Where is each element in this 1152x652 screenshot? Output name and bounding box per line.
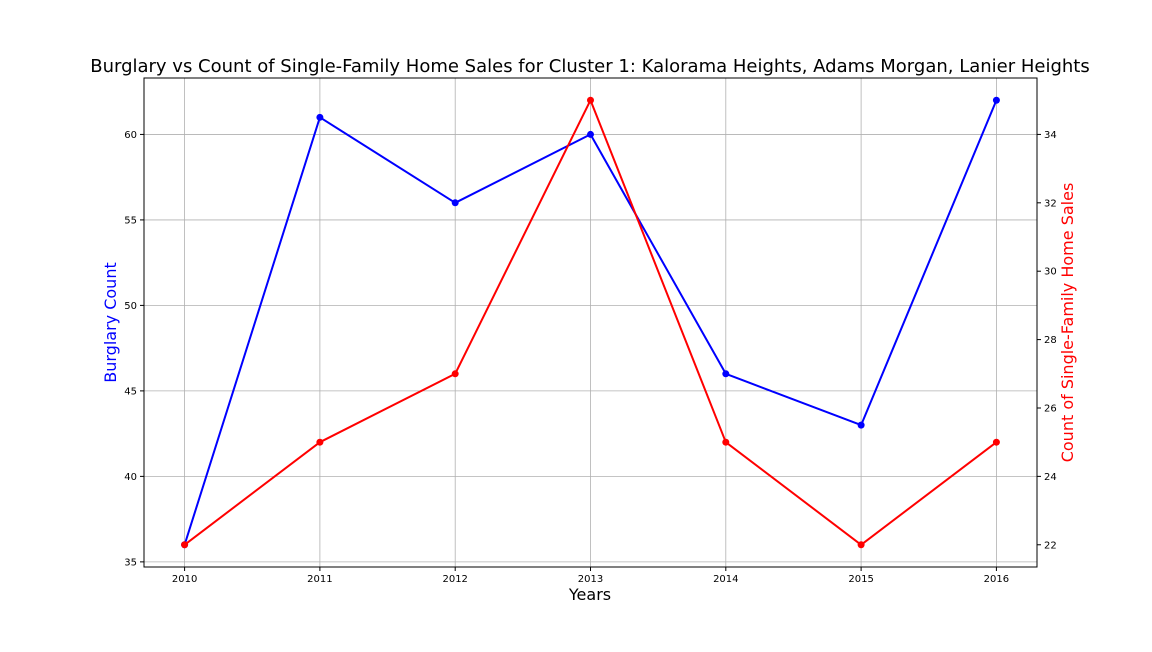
home-sales-data-point	[992, 438, 1000, 446]
home-sales-data-point	[857, 541, 865, 549]
x-tick-label: 2011	[307, 574, 332, 585]
left-y-tick-label: 60	[124, 130, 137, 141]
x-tick-label: 2015	[848, 574, 873, 585]
left-y-tick-label: 35	[124, 557, 137, 568]
series-layer	[181, 96, 1000, 549]
home-sales-data-point	[451, 370, 459, 378]
home-sales-data-point	[587, 96, 594, 104]
right-y-tick-label: 32	[1044, 198, 1057, 209]
x-tick-label: 2016	[984, 574, 1009, 585]
left-y-tick-label: 45	[124, 386, 137, 397]
right-y-tick-label: 30	[1044, 267, 1057, 278]
right-y-tick-label: 34	[1044, 130, 1057, 141]
x-tick-label: 2013	[578, 574, 603, 585]
burglary-data-point	[722, 370, 730, 378]
right-y-tick-label: 26	[1044, 403, 1057, 414]
x-tick-label: 2014	[713, 574, 738, 585]
right-y-tick-label: 22	[1044, 540, 1057, 551]
right-y-tick-label: 24	[1044, 472, 1057, 483]
x-axis-label: Years	[568, 585, 611, 604]
burglary-data-point	[316, 113, 324, 121]
x-axis-ticks: 2010 2011 2012 2013 2014 2015 2016	[172, 567, 1009, 585]
x-tick-label: 2010	[172, 574, 197, 585]
left-y-axis-label: Burglary Count	[101, 262, 120, 382]
right-y-axis-ticks: 22 24 26 28 30 32 34	[1037, 130, 1057, 551]
burglary-data-point	[451, 199, 459, 207]
left-y-axis-ticks: 35 40 45 50 55 60	[124, 130, 144, 568]
left-y-tick-label: 55	[124, 215, 137, 226]
home-sales-data-point	[181, 541, 189, 549]
home-sales-data-point	[316, 438, 324, 446]
chart-title: Burglary vs Count of Single-Family Home …	[90, 56, 1090, 77]
home-sales-data-point	[722, 438, 730, 446]
burglary-data-point	[587, 130, 594, 138]
right-y-axis-label: Count of Single-Family Home Sales	[1058, 183, 1077, 463]
right-y-tick-label: 28	[1044, 335, 1057, 346]
burglary-data-point	[857, 421, 865, 429]
left-y-tick-label: 40	[124, 472, 137, 483]
left-y-tick-label: 50	[124, 301, 137, 312]
x-tick-label: 2012	[442, 574, 467, 585]
burglary-data-point	[992, 96, 1000, 104]
